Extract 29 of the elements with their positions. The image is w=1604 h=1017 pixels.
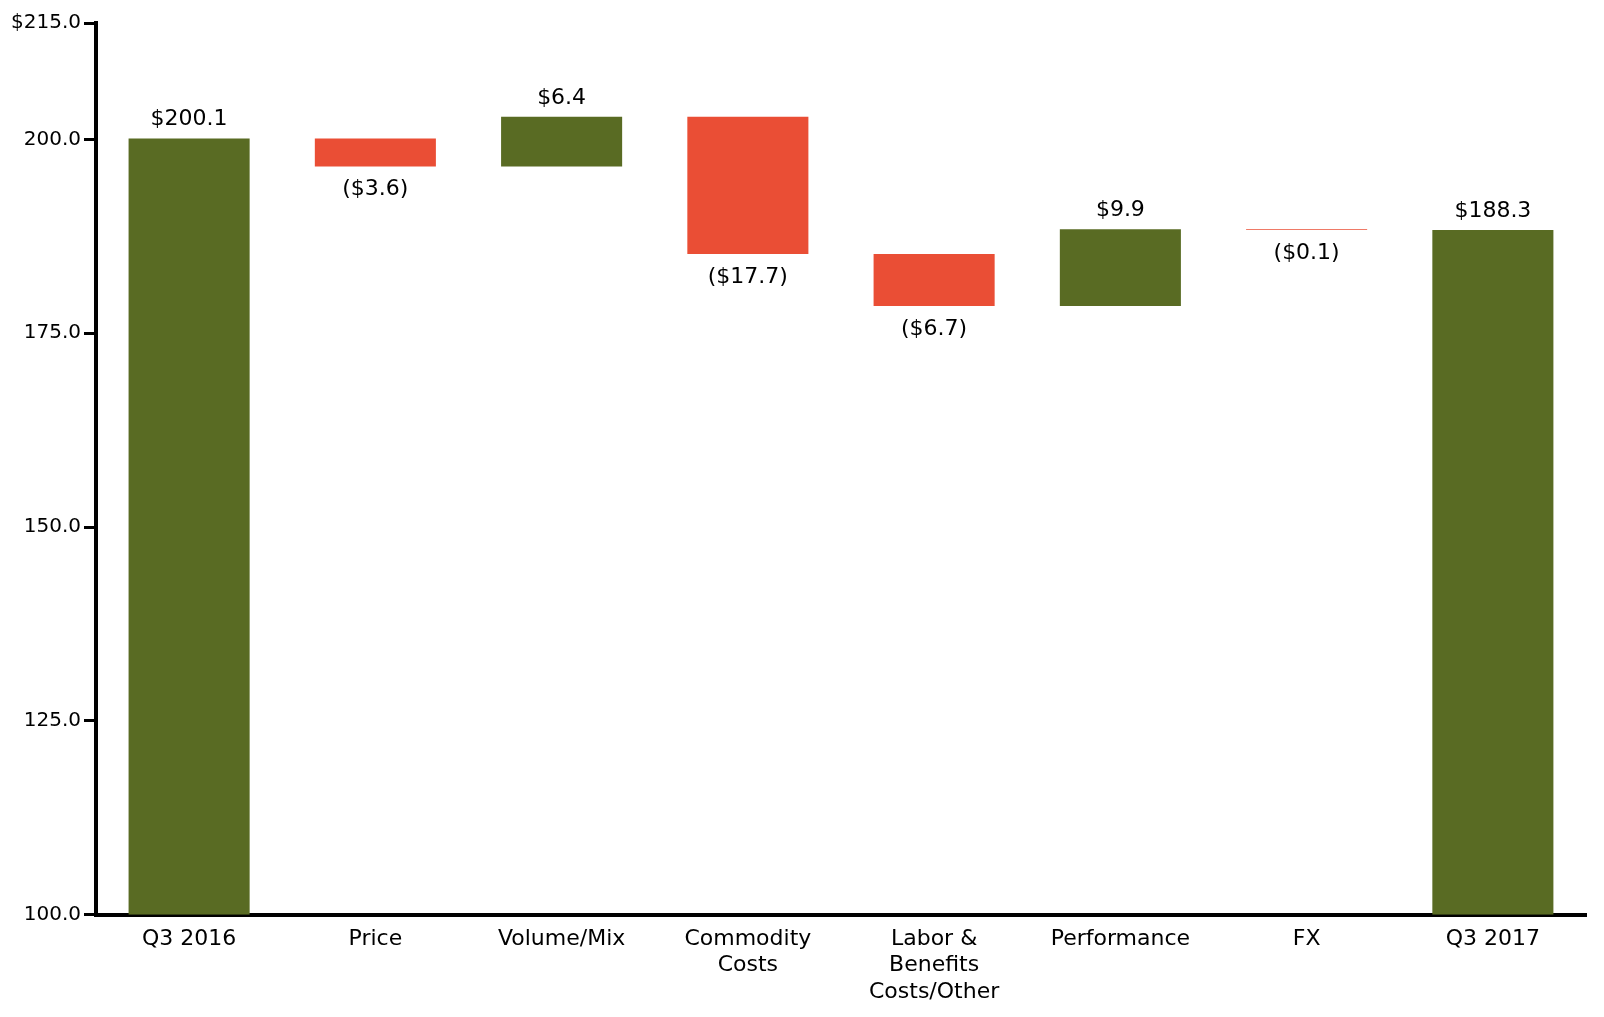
x-tick-label: Labor & Benefits Costs/Other (868, 924, 1001, 1003)
data-label: ($6.7) (901, 314, 968, 340)
x-tick-label: FX (1292, 924, 1321, 950)
bar (314, 138, 436, 167)
x-tick-label: Performance (1050, 924, 1191, 950)
data-label: $9.9 (1095, 196, 1145, 221)
y-tick-label: 100.0 (23, 901, 81, 925)
y-tick-label: 150.0 (23, 513, 81, 538)
bar (1432, 230, 1554, 915)
y-tick-label: $215.0 (11, 9, 81, 34)
x-tick-label: Q3 2016 (141, 924, 237, 950)
data-label: $188.3 (1454, 196, 1532, 222)
data-label: ($17.7) (707, 262, 788, 288)
bar (1059, 229, 1181, 307)
y-tick-label: 175.0 (23, 319, 81, 344)
bar (501, 116, 623, 167)
x-tick-label: Commodity Costs (684, 924, 812, 977)
data-label: $200.1 (150, 105, 228, 131)
bar (128, 138, 250, 915)
y-tick-label: 200.0 (23, 125, 81, 150)
x-tick-label: Volume/Mix (497, 924, 626, 950)
x-tick-label: Price (348, 924, 403, 950)
data-label: $6.4 (537, 83, 587, 109)
data-label: ($0.1) (1273, 238, 1340, 264)
bar (687, 116, 809, 255)
x-tick-label: Q3 2017 (1445, 924, 1541, 950)
y-tick-label: 125.0 (23, 707, 81, 732)
bar (873, 254, 995, 307)
data-label: ($3.6) (342, 175, 409, 201)
